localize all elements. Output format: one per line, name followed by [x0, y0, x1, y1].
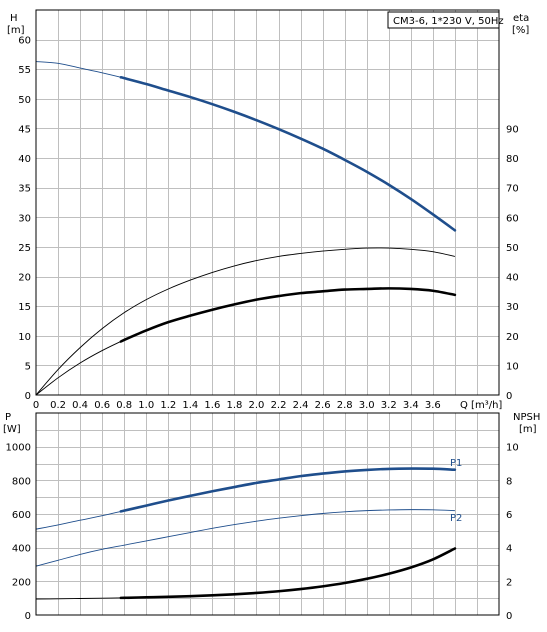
- y-right-tick-label: 6: [506, 510, 512, 521]
- y-left-tick-label: 55: [18, 65, 31, 76]
- series-line-operating-range-2: [119, 547, 457, 600]
- x-tick-label: 3.2: [381, 400, 397, 411]
- series-line-operating-range-0: [119, 467, 457, 513]
- y-right-tick-label: 60: [506, 213, 519, 224]
- x-tick-label: 1.0: [138, 400, 154, 411]
- y-right-tick-label: 10: [506, 361, 519, 372]
- y-right-tick-label: 0: [506, 391, 512, 402]
- y-right-tick-label: 50: [506, 243, 519, 254]
- y-left-tick-label: 400: [12, 544, 31, 555]
- y-right-tick-label: 4: [506, 544, 512, 555]
- bottom-plot-series: [35, 467, 457, 600]
- y-left-tick-label: 20: [18, 273, 31, 284]
- bottom-left-axis-unit: [W]: [3, 424, 21, 435]
- y-left-tick-label: 0: [25, 611, 31, 622]
- series-line-operating-range-2: [119, 287, 457, 343]
- x-tick-label: 2.0: [249, 400, 265, 411]
- top-left-axis-unit: [m]: [7, 25, 25, 36]
- top-plot-series: [35, 61, 457, 396]
- title-box: [387, 11, 500, 29]
- x-tick-label: 0.8: [116, 400, 132, 411]
- y-left-tick-label: 50: [18, 95, 31, 106]
- top-left-axis-symbol: H: [10, 13, 18, 24]
- bottom-left-axis-symbol: P: [5, 412, 11, 423]
- bottom-right-axis-symbol: NPSH: [513, 412, 540, 423]
- x-tick-label: 3.4: [403, 400, 419, 411]
- chart-title: CM3-6, 1*230 V, 50Hz: [393, 16, 504, 27]
- y-left-tick-label: 0: [25, 391, 31, 402]
- series-line-0: [35, 468, 455, 530]
- x-axis-label: Q [m³/h]: [460, 400, 502, 411]
- series-line-1: [35, 247, 455, 396]
- bottom-plot-frame: [35, 412, 500, 616]
- x-tick-label: 2.8: [337, 400, 353, 411]
- y-right-tick-label: 0: [506, 611, 512, 622]
- x-tick-label: 3.6: [425, 400, 441, 411]
- y-right-tick-label: 70: [506, 184, 519, 195]
- y-right-tick-label: 8: [506, 476, 512, 487]
- x-tick-label: 1.6: [204, 400, 220, 411]
- y-right-tick-label: 40: [506, 273, 519, 284]
- top-right-axis-symbol: eta: [513, 13, 529, 24]
- series-line-operating-range-0: [119, 76, 457, 232]
- x-tick-label: 0: [33, 400, 39, 411]
- top-plot-grid: [36, 10, 499, 395]
- x-tick-label: 0.2: [50, 400, 66, 411]
- x-tick-label: 1.8: [226, 400, 242, 411]
- x-tick-label: 1.4: [182, 400, 198, 411]
- y-left-tick-label: 800: [12, 476, 31, 487]
- y-right-tick-label: 80: [506, 154, 519, 165]
- y-left-tick-label: 600: [12, 510, 31, 521]
- y-left-tick-label: 200: [12, 577, 31, 588]
- x-tick-label: 2.4: [293, 400, 309, 411]
- x-tick-label: 2.6: [315, 400, 331, 411]
- x-tick-label: 2.2: [271, 400, 287, 411]
- y-left-tick-label: 35: [18, 184, 31, 195]
- y-left-tick-label: 40: [18, 154, 31, 165]
- series-label-p1: P1: [450, 458, 462, 469]
- y-left-tick-label: 1000: [6, 443, 31, 454]
- y-left-tick-label: 25: [18, 243, 31, 254]
- x-tick-label: 3.0: [359, 400, 375, 411]
- top-right-axis-unit: [%]: [512, 25, 529, 36]
- y-left-tick-label: 30: [18, 213, 31, 224]
- tick-labels: 0 0.2 0.4 0.6 0.8 1.0 1.2 1.4 1.6 1.8 2.0 2.2 2.4 2.6…: [6, 36, 519, 622]
- x-tick-label: 0.4: [72, 400, 88, 411]
- y-right-tick-label: 10: [506, 443, 519, 454]
- series-label-p2: P2: [450, 513, 462, 524]
- y-left-tick-label: 10: [18, 332, 31, 343]
- series-line-0: [35, 61, 456, 231]
- bottom-right-axis-unit: [m]: [519, 424, 537, 435]
- y-left-tick-label: 45: [18, 124, 31, 135]
- top-plot-frame: [35, 9, 500, 396]
- y-left-tick-label: 5: [25, 361, 31, 372]
- y-left-tick-label: 60: [18, 36, 31, 47]
- y-left-tick-label: 15: [18, 302, 31, 313]
- x-tick-label: 0.6: [94, 400, 110, 411]
- bottom-plot-grid: [36, 413, 499, 615]
- y-right-tick-label: 90: [506, 124, 519, 135]
- x-tick-label: 1.2: [160, 400, 176, 411]
- series-line-1: [35, 509, 455, 567]
- y-right-tick-label: 30: [506, 302, 519, 313]
- y-right-tick-label: 20: [506, 332, 519, 343]
- series-line-2: [35, 287, 455, 396]
- y-right-tick-label: 2: [506, 577, 512, 588]
